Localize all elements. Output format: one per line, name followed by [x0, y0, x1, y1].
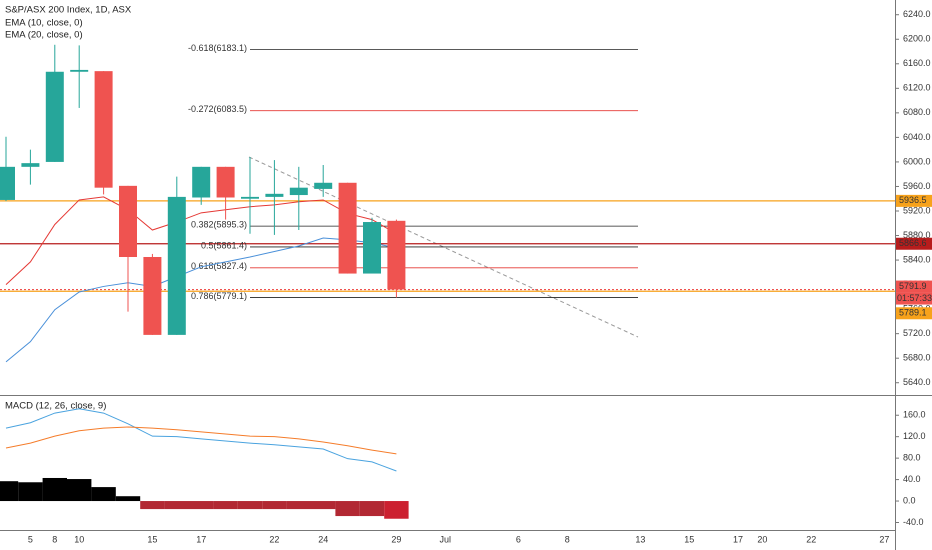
candle-body [192, 166, 211, 198]
histogram-bar [213, 501, 238, 510]
fib-label: -0.618(6183.1) [188, 43, 247, 53]
y-tick-label: 40.0 [903, 474, 921, 484]
histogram-bar [311, 501, 336, 510]
histogram-bar [189, 501, 214, 510]
x-tick-label: 17 [196, 534, 206, 544]
candle-body [216, 166, 235, 198]
y-tick-label: 6040.0 [903, 132, 931, 142]
y-tick-label: 5920.0 [903, 205, 931, 215]
histogram-bar [91, 487, 116, 502]
candle-body [0, 166, 15, 200]
x-tick-label: 15 [684, 534, 694, 544]
y-tick-label: 5680.0 [903, 353, 931, 363]
fib-label: 0.382(5895.3) [191, 220, 247, 230]
candle-body [45, 71, 64, 162]
y-tick-label: 6000.0 [903, 156, 931, 166]
histogram-bar [335, 501, 360, 517]
histogram-bar [140, 501, 165, 510]
fib-label: 0.618(5827.4) [191, 261, 247, 271]
x-tick-label: 8 [565, 534, 570, 544]
ema-legend: EMA (20, close, 0) [5, 30, 83, 41]
y-tick-label: 6080.0 [903, 107, 931, 117]
histogram-bar [42, 477, 67, 502]
candle-body [387, 220, 406, 290]
x-tick-label: 29 [391, 534, 401, 544]
y-tick-label: 80.0 [903, 453, 921, 463]
price-tag-label: 5789.1 [899, 308, 927, 318]
y-tick-label: 0.0 [903, 495, 916, 505]
ema-line [5, 196, 397, 285]
candle-body [338, 182, 357, 274]
candle-body [143, 256, 162, 335]
candle-body [289, 187, 308, 196]
x-tick-label: 10 [74, 534, 84, 544]
signal-line [5, 426, 397, 455]
x-tick-label: 24 [318, 534, 328, 544]
y-tick-label: 6160.0 [903, 58, 931, 68]
x-tick-label: 6 [516, 534, 521, 544]
x-tick-label: 22 [806, 534, 816, 544]
countdown-tag [896, 292, 932, 305]
histogram-bar [115, 496, 141, 502]
x-tick-label: Jul [439, 534, 451, 544]
candle-body [241, 196, 259, 199]
y-tick-label: -40.0 [903, 517, 924, 527]
ema-line [5, 237, 397, 363]
x-tick-label: 27 [879, 534, 889, 544]
x-tick-label: 13 [635, 534, 645, 544]
x-tick-label: 8 [52, 534, 57, 544]
fib-label: 0.5(5861.4) [201, 240, 247, 250]
histogram-bar [0, 481, 19, 502]
y-tick-label: 5840.0 [903, 254, 931, 264]
y-tick-label: 120.0 [903, 431, 926, 441]
y-tick-label: 160.0 [903, 410, 926, 420]
x-tick-label: 15 [147, 534, 157, 544]
histogram-bar [286, 501, 311, 510]
macd-legend: MACD (12, 26, close, 9) [5, 401, 106, 412]
price-tag [896, 237, 932, 250]
histogram-bar [359, 501, 385, 517]
histogram-bar [262, 501, 287, 510]
fib-label: -0.272(6083.5) [188, 104, 247, 114]
histogram-bar [384, 501, 409, 519]
y-tick-label: 5960.0 [903, 181, 931, 191]
y-tick-label: 5640.0 [903, 377, 931, 387]
price-tag [896, 280, 932, 293]
macd-line [5, 408, 397, 472]
x-tick-label: 22 [269, 534, 279, 544]
x-tick-label: 17 [733, 534, 743, 544]
trend-line [248, 156, 639, 338]
candle-body [119, 185, 137, 257]
candle-body [70, 69, 89, 72]
histogram-bar [237, 501, 263, 510]
price-tag-label: 5936.5 [899, 195, 927, 205]
candle-body [363, 222, 381, 274]
price-tag-label: 5791.9 [899, 281, 927, 291]
x-tick-label: 5 [28, 534, 33, 544]
y-tick-label: 6240.0 [903, 9, 931, 19]
countdown: 01:57:33 [897, 293, 932, 303]
y-tick-label: 5880.0 [903, 230, 931, 240]
y-tick-label: 6200.0 [903, 34, 931, 44]
fib-label: 0.786(5779.1) [191, 291, 247, 301]
x-tick-label: 20 [757, 534, 767, 544]
histogram-bar [164, 501, 189, 510]
ema-legend: EMA (10, close, 0) [5, 18, 83, 29]
price-tag [896, 307, 932, 320]
candle-body [167, 196, 186, 335]
histogram-bar [67, 479, 92, 502]
candle-body [314, 182, 333, 189]
y-tick-label: 5720.0 [903, 328, 931, 338]
symbol-legend: S&P/ASX 200 Index, 1D, ASX [5, 5, 132, 16]
price-tag [896, 194, 932, 207]
y-tick-label: 6120.0 [903, 83, 931, 93]
price-tag-label: 5866.6 [899, 238, 927, 248]
histogram-bar [18, 482, 43, 502]
candle-body [265, 193, 284, 197]
candle-body [21, 163, 40, 167]
candle-body [94, 71, 113, 188]
